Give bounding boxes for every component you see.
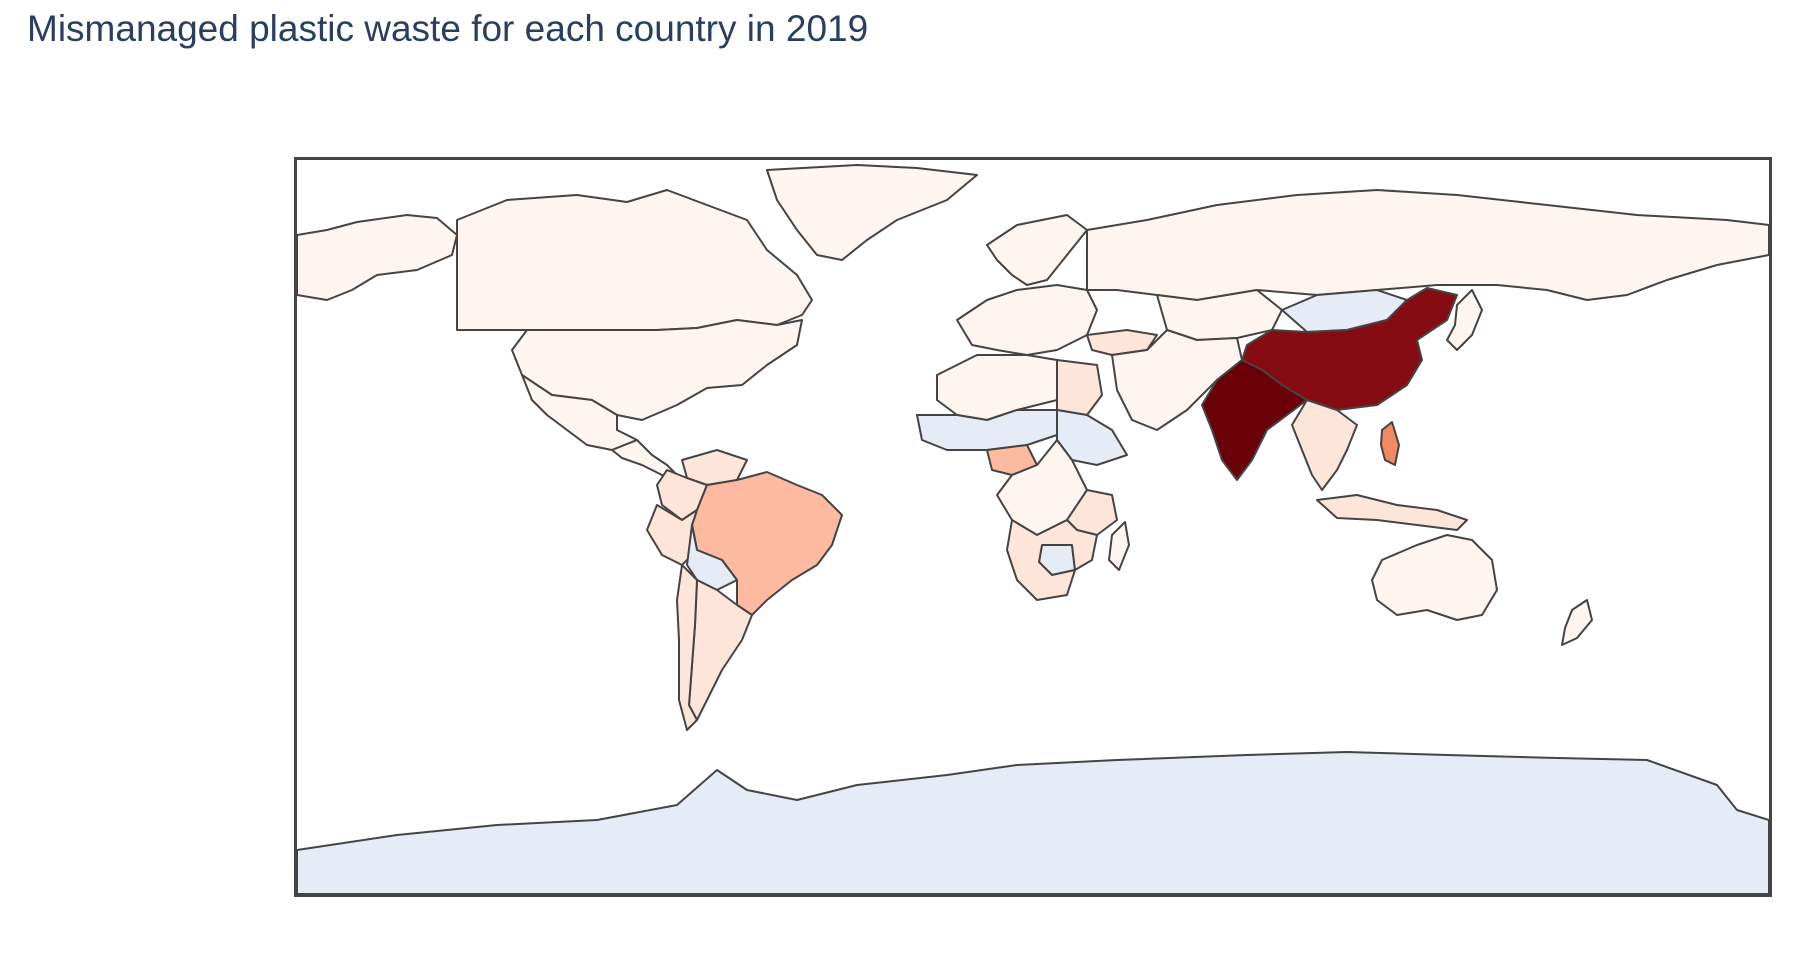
map-frame: Alaska Canada Greenland United States Me… <box>294 157 1772 897</box>
region-indonesia[interactable]: Indonesia <box>1316 494 1468 531</box>
page-title: Mismanaged plastic waste for each countr… <box>27 8 869 49</box>
region-north-africa[interactable]: North Africa <box>936 354 1058 421</box>
region-madagascar[interactable]: Madagascar <box>1108 521 1130 571</box>
region-india[interactable]: India <box>1201 359 1308 481</box>
world-choropleth-map[interactable]: Alaska Canada Greenland United States Me… <box>297 160 1769 894</box>
region-egypt[interactable]: Egypt <box>1056 359 1103 416</box>
region-scandinavia[interactable]: Scandinavia <box>986 214 1088 286</box>
region-canada[interactable]: Canada <box>456 189 813 331</box>
region-alaska[interactable]: Alaska <box>297 214 458 301</box>
region-philippines[interactable]: Philippines <box>1380 421 1400 466</box>
region-southeast-asia[interactable]: Southeast Asia <box>1291 399 1358 491</box>
region-western-europe[interactable]: Western Europe <box>956 284 1098 356</box>
region-antarctica[interactable]: Antarctica <box>297 751 1769 894</box>
region-japan[interactable]: Japan <box>1446 289 1483 351</box>
region-australia[interactable]: Australia <box>1371 534 1498 621</box>
region-bolivia[interactable]: Bolivia <box>686 524 738 591</box>
region-new-zealand[interactable]: New Zealand <box>1561 599 1593 646</box>
region-chile[interactable]: Chile <box>676 564 698 731</box>
region-greenland[interactable]: Greenland <box>766 164 978 261</box>
region-southern-africa[interactable]: Southern Africa <box>1006 519 1098 601</box>
region-russia[interactable]: Russia <box>1086 189 1769 301</box>
